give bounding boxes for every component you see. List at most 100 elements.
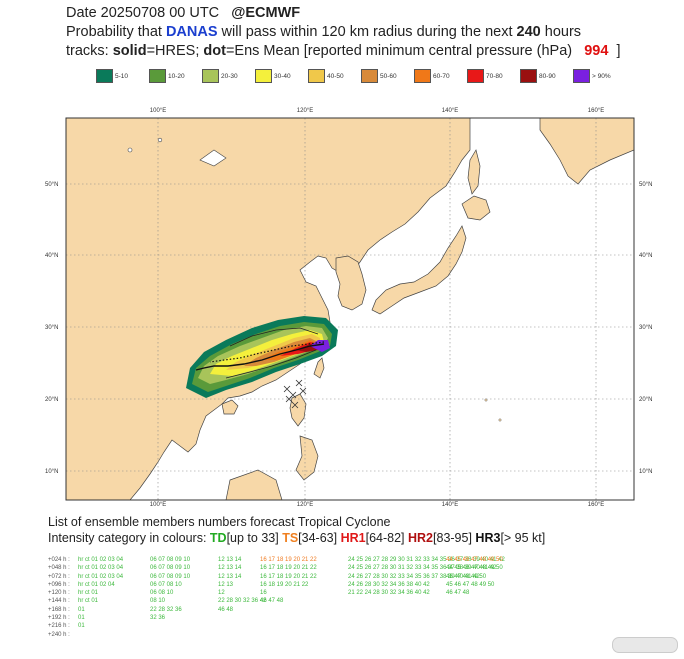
legend-swatch: [520, 69, 537, 83]
luzon-island: [289, 393, 307, 427]
visayas-mindanao: [295, 435, 319, 481]
member-numbers: hr ct 01: [78, 590, 99, 597]
dot-desc: =Ens Mean [reported minimum central pres…: [225, 43, 573, 59]
legend-label: 60-70: [433, 72, 450, 80]
sakhalin-island: [467, 149, 481, 195]
latitude-label: 50°N: [45, 182, 58, 188]
category-ts: TS: [282, 531, 299, 545]
forecast-step-label: +144 h :: [48, 598, 70, 605]
legend-label: 40-50: [327, 72, 344, 80]
member-numbers: 16 17 18 19 20 21 22: [260, 565, 317, 572]
japan-main-islands: [371, 225, 467, 315]
legend-item: 10-20: [149, 68, 202, 84]
longitude-label: 160°E: [588, 108, 604, 114]
header-line-date: Date 20250708 00 UTC @ECMWF: [66, 4, 300, 23]
tracks-prefix: tracks:: [66, 43, 109, 59]
intensity-prefix: Intensity category in colours:: [48, 531, 207, 545]
legend-label: 20-30: [221, 72, 238, 80]
member-numbers: 46 47 48 49 50: [446, 573, 487, 580]
forecast-step-label: +048 h :: [48, 565, 70, 572]
member-numbers: 32 36: [150, 615, 166, 622]
category-hr2-range: [83-95]: [433, 531, 472, 545]
forecast-step-label: +072 h :: [48, 573, 70, 580]
dot-label: dot: [203, 43, 226, 59]
watermark-badge: [612, 637, 678, 653]
member-numbers: 44 45 46 47 48 49 50: [446, 557, 503, 563]
map-frame: [65, 117, 635, 501]
legend-item: 30-40: [255, 68, 308, 84]
longitude-label: 120°E: [297, 502, 313, 508]
latitude-label: 10°N: [45, 469, 58, 475]
legend-swatch: [149, 69, 166, 83]
legend-label: 80-90: [539, 72, 556, 80]
intensity-category-line: Intensity category in colours: TD[up to …: [48, 531, 545, 545]
member-numbers: 24 25 26 27 28 29 30 31 32 33 34 35 36 3…: [348, 557, 505, 563]
member-position-crosses: [283, 379, 307, 409]
member-numbers: 16: [260, 590, 267, 597]
member-numbers: hr ct 01: [78, 598, 99, 605]
longitude-label: 100°E: [150, 108, 166, 114]
longitude-label: 160°E: [588, 502, 604, 508]
category-hr2: HR2: [408, 531, 434, 545]
member-numbers: 06 08 10: [150, 590, 174, 597]
ens-mean-track: [209, 341, 325, 363]
member-numbers: 12 13 14: [218, 557, 242, 563]
member-numbers: 24 26 28 30 32 34 36 38 40 42: [348, 581, 430, 588]
legend-swatch: [414, 69, 431, 83]
solid-desc: =HRES;: [146, 43, 200, 59]
longitude-label: 140°E: [442, 502, 458, 508]
category-td-range: [up to 33]: [226, 531, 279, 545]
legend-item: 5-10: [96, 68, 149, 84]
member-numbers: 21 22 24 28 30 32 34 36 40 42: [348, 590, 430, 597]
forecast-step-label: +192 h :: [48, 615, 70, 622]
member-numbers: 46 47 48: [446, 590, 470, 597]
latitude-label: 50°N: [639, 182, 652, 188]
latitude-label: 30°N: [45, 325, 58, 331]
longitude-label: 100°E: [150, 502, 166, 508]
member-numbers: 22 28 32 36: [150, 606, 182, 613]
member-numbers: 22 28 30 32 36 42: [218, 598, 267, 605]
hres-track: [195, 343, 325, 371]
member-numbers: 06 07 08 09 10: [150, 557, 191, 563]
category-hr3-range: [> 95 kt]: [500, 531, 546, 545]
member-numbers: 16 17 18 19 20 21 22: [260, 557, 317, 563]
legend-item: 40-50: [308, 68, 361, 84]
member-numbers: 44 45 46 47 48 49 50: [446, 565, 503, 572]
latitude-label: 10°N: [639, 469, 652, 475]
member-numbers: hr ct 01 02 03 04: [78, 573, 124, 580]
borneo-island: [225, 469, 283, 500]
legend-label: > 90%: [592, 72, 611, 80]
member-numbers: hr ct 01 02 04: [78, 581, 115, 588]
legend-item: 70-80: [467, 68, 520, 84]
category-hr1-range: [64-82]: [365, 531, 405, 545]
hours-unit: hours: [544, 24, 582, 40]
forecast-step-label: +216 h :: [48, 623, 70, 630]
member-numbers: 12: [218, 590, 225, 597]
member-numbers: 46 48: [218, 606, 234, 613]
forecast-date: Date 20250708 00 UTC: [66, 5, 220, 21]
legend-label: 30-40: [274, 72, 291, 80]
legend-swatch: [96, 69, 113, 83]
legend-swatch: [467, 69, 484, 83]
member-numbers: 24 25 26 27 28 30 31 32 33 34 35 36 37 3…: [348, 565, 497, 572]
min-pressure: 994: [584, 43, 609, 59]
probability-text: will pass within 120 km radius during th…: [221, 24, 513, 40]
member-numbers: 46 47 48: [260, 598, 284, 605]
bracket-close: ]: [616, 43, 621, 59]
legend-swatch: [361, 69, 378, 83]
legend-label: 50-60: [380, 72, 397, 80]
latitude-label: 30°N: [639, 325, 652, 331]
longitude-label: 120°E: [297, 108, 313, 114]
legend-item: 80-90: [520, 68, 573, 84]
probability-prefix: Probability that: [66, 24, 162, 40]
legend-item: 50-60: [361, 68, 414, 84]
legend-item: 20-30: [202, 68, 255, 84]
korea-peninsula: [335, 255, 367, 311]
category-hr1: HR1: [340, 531, 366, 545]
latitude-label: 20°N: [639, 397, 652, 403]
storm-name: DANAS: [165, 24, 218, 40]
forecast-step-label: +120 h :: [48, 590, 70, 597]
member-numbers: 16 18 19 20 21 22: [260, 581, 309, 588]
legend-item: > 90%: [573, 68, 626, 84]
